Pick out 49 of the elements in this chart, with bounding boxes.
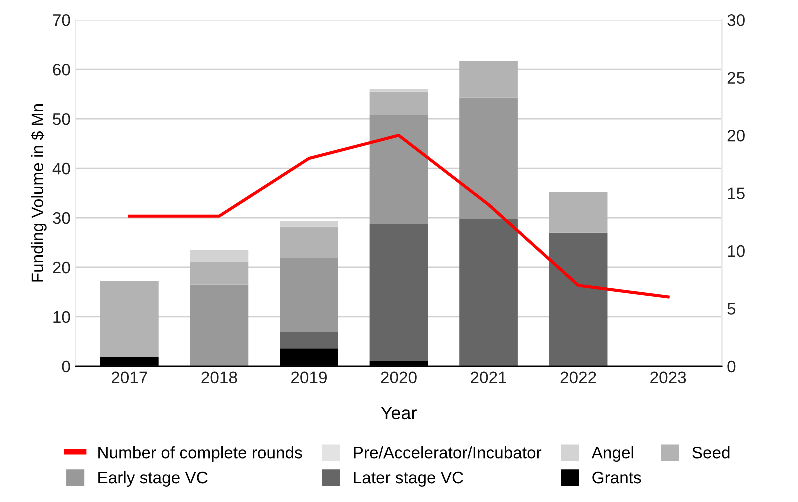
y2-tick-label: 0	[728, 360, 736, 373]
x-tick-label: 2021	[471, 372, 506, 384]
y-tick-label: 30	[53, 212, 70, 224]
bar	[370, 115, 428, 224]
bar	[280, 258, 338, 332]
y2-tick-label: 5	[728, 303, 736, 315]
y2-tick-label: 30	[728, 14, 745, 26]
bar	[100, 281, 159, 358]
legend-label: Early stage VC	[98, 471, 208, 487]
x-tick-label: 2018	[202, 372, 238, 384]
legend-label: Grants	[592, 472, 642, 484]
y2-tick-label: 15	[728, 188, 745, 200]
y-tick-label: 50	[53, 113, 70, 126]
bar	[190, 250, 249, 263]
bar	[549, 232, 608, 366]
x-tick-label: 2022	[560, 372, 596, 384]
x-tick-label: 2020	[381, 372, 417, 384]
x-tick-label: 2017	[112, 372, 148, 384]
y-tick-label: 40	[52, 162, 70, 175]
bar	[460, 61, 518, 98]
bar	[280, 332, 338, 349]
x-tick-label: 2023	[650, 372, 686, 384]
bar	[370, 224, 428, 362]
y-tick-label: 20	[53, 262, 70, 274]
legend-label: Later stage VC	[354, 472, 464, 487]
y2-tick-label: 10	[728, 245, 745, 258]
x-tick-label: 2019	[292, 372, 327, 384]
bar	[460, 98, 518, 220]
legend-label: Pre/Accelerator/Incubator	[354, 446, 542, 459]
y-tick-label: 70	[53, 14, 70, 26]
bar	[370, 92, 428, 116]
y2-tick-label: 20	[728, 130, 745, 142]
legend-label: Number of complete rounds	[98, 446, 302, 462]
bar	[370, 89, 428, 92]
y-tick-label: 60	[53, 64, 70, 76]
bar	[190, 284, 249, 366]
bar	[460, 219, 518, 366]
legend-label: Seed	[692, 446, 730, 459]
bar	[549, 192, 608, 233]
bar	[280, 226, 338, 258]
legend-label: Angel	[592, 446, 634, 462]
x-axis-title: Year	[381, 406, 417, 420]
bar	[280, 221, 338, 227]
y-tick-label: 0	[62, 360, 70, 373]
bar	[190, 262, 249, 285]
line-series	[128, 134, 670, 299]
y-axis-title: Funding Volume in $ Mn	[31, 104, 47, 282]
y-tick-label: 10	[54, 311, 70, 324]
y2-tick-label: 25	[728, 72, 745, 84]
